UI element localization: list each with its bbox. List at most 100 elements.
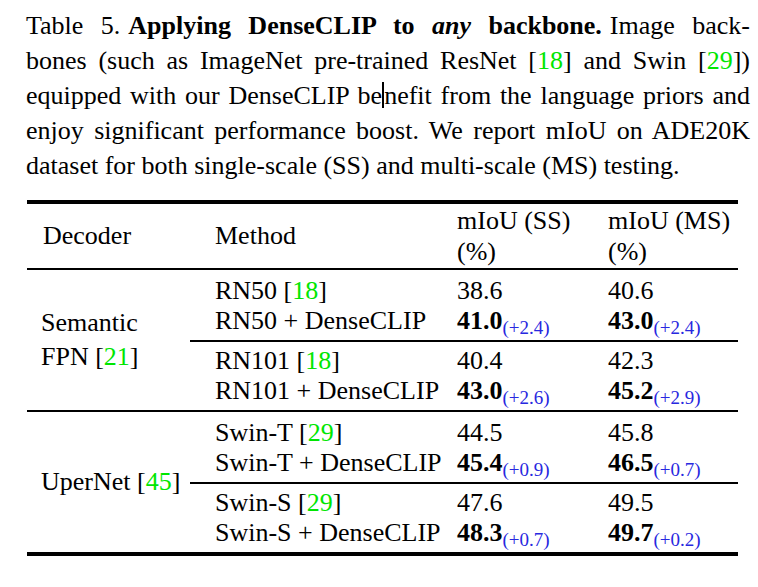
paper-page: Table 5.Applying DenseCLIP to any backbo… [0, 0, 758, 587]
group-rows: RN50 [18] 38.6 40.6 RN50 + DenseCLIP 41.… [215, 276, 738, 406]
method-cell: Swin-S [29] [215, 488, 457, 518]
miou-value: 41.0 [457, 306, 503, 335]
method-cell: Swin-S + DenseCLIP [215, 518, 457, 548]
improvement-delta: (+2.6) [503, 387, 550, 408]
group-upernet: UperNet [45] Swin-T [29] 44.5 45.8 Swin-… [27, 412, 738, 552]
decoder-line: FPN [21] [41, 340, 139, 374]
improvement-delta: (+2.4) [654, 317, 701, 338]
method-cell: RN50 + DenseCLIP [215, 306, 457, 336]
caption-text: nefit from the language priors and [384, 81, 750, 110]
decoder-label-semantic-fpn: Semantic FPN [21] [41, 306, 139, 374]
header-decoder: Decoder [27, 221, 215, 251]
miou-value: 43.0 [457, 376, 503, 405]
miou-value: 40.4 [457, 346, 503, 375]
miou-ms-cell: 40.6 [608, 276, 738, 306]
miou-value: 43.0 [608, 306, 654, 335]
table-row-swin-t: Swin-T [29] 44.5 45.8 [215, 418, 738, 448]
miou-value: 44.5 [457, 418, 503, 447]
citation-link-45[interactable]: 45 [146, 467, 172, 496]
miou-ss-cell: 44.5 [457, 418, 608, 448]
table-row-swin-s: Swin-S [29] 47.6 49.5 [215, 488, 738, 518]
miou-ms-cell: 45.2(+2.9) [608, 376, 738, 406]
caption-line-3: equipped with our DenseCLIP benefit from… [26, 78, 750, 113]
caption-text: ]) [733, 46, 750, 75]
method-text: ] [318, 276, 327, 305]
miou-ss-cell: 41.0(+2.4) [457, 306, 608, 336]
miou-value: 40.6 [608, 276, 654, 305]
method-text: Swin-S + DenseCLIP [215, 518, 441, 547]
caption-text: ] and Swin [ [563, 46, 707, 75]
decoder-text: FPN [ [41, 342, 104, 371]
method-cell: Swin-T + DenseCLIP [215, 448, 457, 478]
miou-ms-cell: 49.5 [608, 488, 738, 518]
miou-value: 49.7 [608, 518, 654, 547]
miou-value: 48.3 [457, 518, 503, 547]
table-row-swin-t-denseclip: Swin-T + DenseCLIP 45.4(+0.9) 46.5(+0.7) [215, 448, 738, 478]
group-rows: Swin-T [29] 44.5 45.8 Swin-T + DenseCLIP… [215, 418, 738, 548]
header-miou-ms: mIoU (MS) (%) [608, 205, 738, 267]
decoder-label-upernet: UperNet [45] [41, 465, 180, 499]
decoder-line: UperNet [45] [41, 465, 180, 499]
decoder-line: Semantic [41, 306, 139, 340]
improvement-delta: (+0.9) [503, 459, 550, 480]
method-text: RN50 + DenseCLIP [215, 306, 426, 335]
miou-value: 47.6 [457, 488, 503, 517]
miou-value: 45.2 [608, 376, 654, 405]
table-row-rn50-denseclip: RN50 + DenseCLIP 41.0(+2.4) 43.0(+2.4) [215, 306, 738, 336]
caption-bold-italic: any [432, 11, 471, 40]
citation-link-18[interactable]: 18 [292, 276, 318, 305]
citation-link-29[interactable]: 29 [707, 46, 733, 75]
caption-text: Image back- [610, 11, 750, 40]
method-text: RN101 + DenseCLIP [215, 376, 439, 405]
miou-value: 38.6 [457, 276, 503, 305]
miou-ms-cell: 46.5(+0.7) [608, 448, 738, 478]
miou-value: 42.3 [608, 346, 654, 375]
citation-link-18[interactable]: 18 [537, 46, 563, 75]
improvement-delta: (+0.2) [654, 529, 701, 550]
miou-value: 49.5 [608, 488, 654, 517]
method-cell: RN101 + DenseCLIP [215, 376, 457, 406]
method-text: ] [334, 418, 343, 447]
caption-line-5: dataset for both single-scale (SS) and m… [26, 148, 750, 183]
miou-ss-cell: 45.4(+0.9) [457, 448, 608, 478]
miou-ms-cell: 43.0(+2.4) [608, 306, 738, 336]
decoder-text: ] [172, 467, 181, 496]
caption-table-label: Table 5. [26, 11, 120, 40]
decoder-text: UperNet [ [41, 467, 146, 496]
table-row-rn101: RN101 [18] 40.4 42.3 [215, 346, 738, 376]
citation-link-29[interactable]: 29 [308, 418, 334, 447]
method-text: ] [331, 346, 340, 375]
method-text: ] [333, 488, 342, 517]
table-row-swin-s-denseclip: Swin-S + DenseCLIP 48.3(+0.7) 49.7(+0.2) [215, 518, 738, 548]
miou-value: 45.4 [457, 448, 503, 477]
table-header-row: Decoder Method mIoU (SS) (%) mIoU (MS) (… [27, 204, 738, 268]
caption-line-2: bones (such as ImageNet pre-trained ResN… [26, 43, 750, 78]
citation-link-29[interactable]: 29 [307, 488, 333, 517]
method-cell: Swin-T [29] [215, 418, 457, 448]
miou-ss-cell: 48.3(+0.7) [457, 518, 608, 548]
header-miou-ss-line2: (%) [457, 236, 608, 267]
improvement-delta: (+2.9) [654, 387, 701, 408]
caption-text: enjoy significant performance boost. We … [26, 116, 750, 145]
method-text: RN101 [ [215, 346, 305, 375]
miou-ms-cell: 49.7(+0.2) [608, 518, 738, 548]
table-row-rn101-denseclip: RN101 + DenseCLIP 43.0(+2.6) 45.2(+2.9) [215, 376, 738, 406]
caption-text: dataset for both single-scale (SS) and m… [26, 151, 679, 180]
group-semantic-fpn: Semantic FPN [21] RN50 [18] 38.6 40.6 RN… [27, 270, 738, 410]
caption-bold-title: Applying DenseCLIP to [128, 11, 432, 40]
miou-ss-cell: 47.6 [457, 488, 608, 518]
citation-link-18[interactable]: 18 [305, 346, 331, 375]
improvement-delta: (+0.7) [654, 459, 701, 480]
caption-text: bones (such as ImageNet pre-trained ResN… [26, 46, 537, 75]
header-miou-ss: mIoU (SS) (%) [457, 205, 608, 267]
header-miou-ms-line1: mIoU (MS) [608, 205, 738, 236]
mid-group-rule [190, 340, 738, 342]
method-cell: RN101 [18] [215, 346, 457, 376]
citation-link-21[interactable]: 21 [104, 342, 130, 371]
decoder-text: ] [130, 342, 139, 371]
table-bottom-rule [27, 552, 738, 556]
improvement-delta: (+2.4) [503, 317, 550, 338]
method-text: RN50 [ [215, 276, 292, 305]
caption-text: equipped with our DenseCLIP be [26, 81, 382, 110]
header-method: Method [215, 221, 457, 251]
